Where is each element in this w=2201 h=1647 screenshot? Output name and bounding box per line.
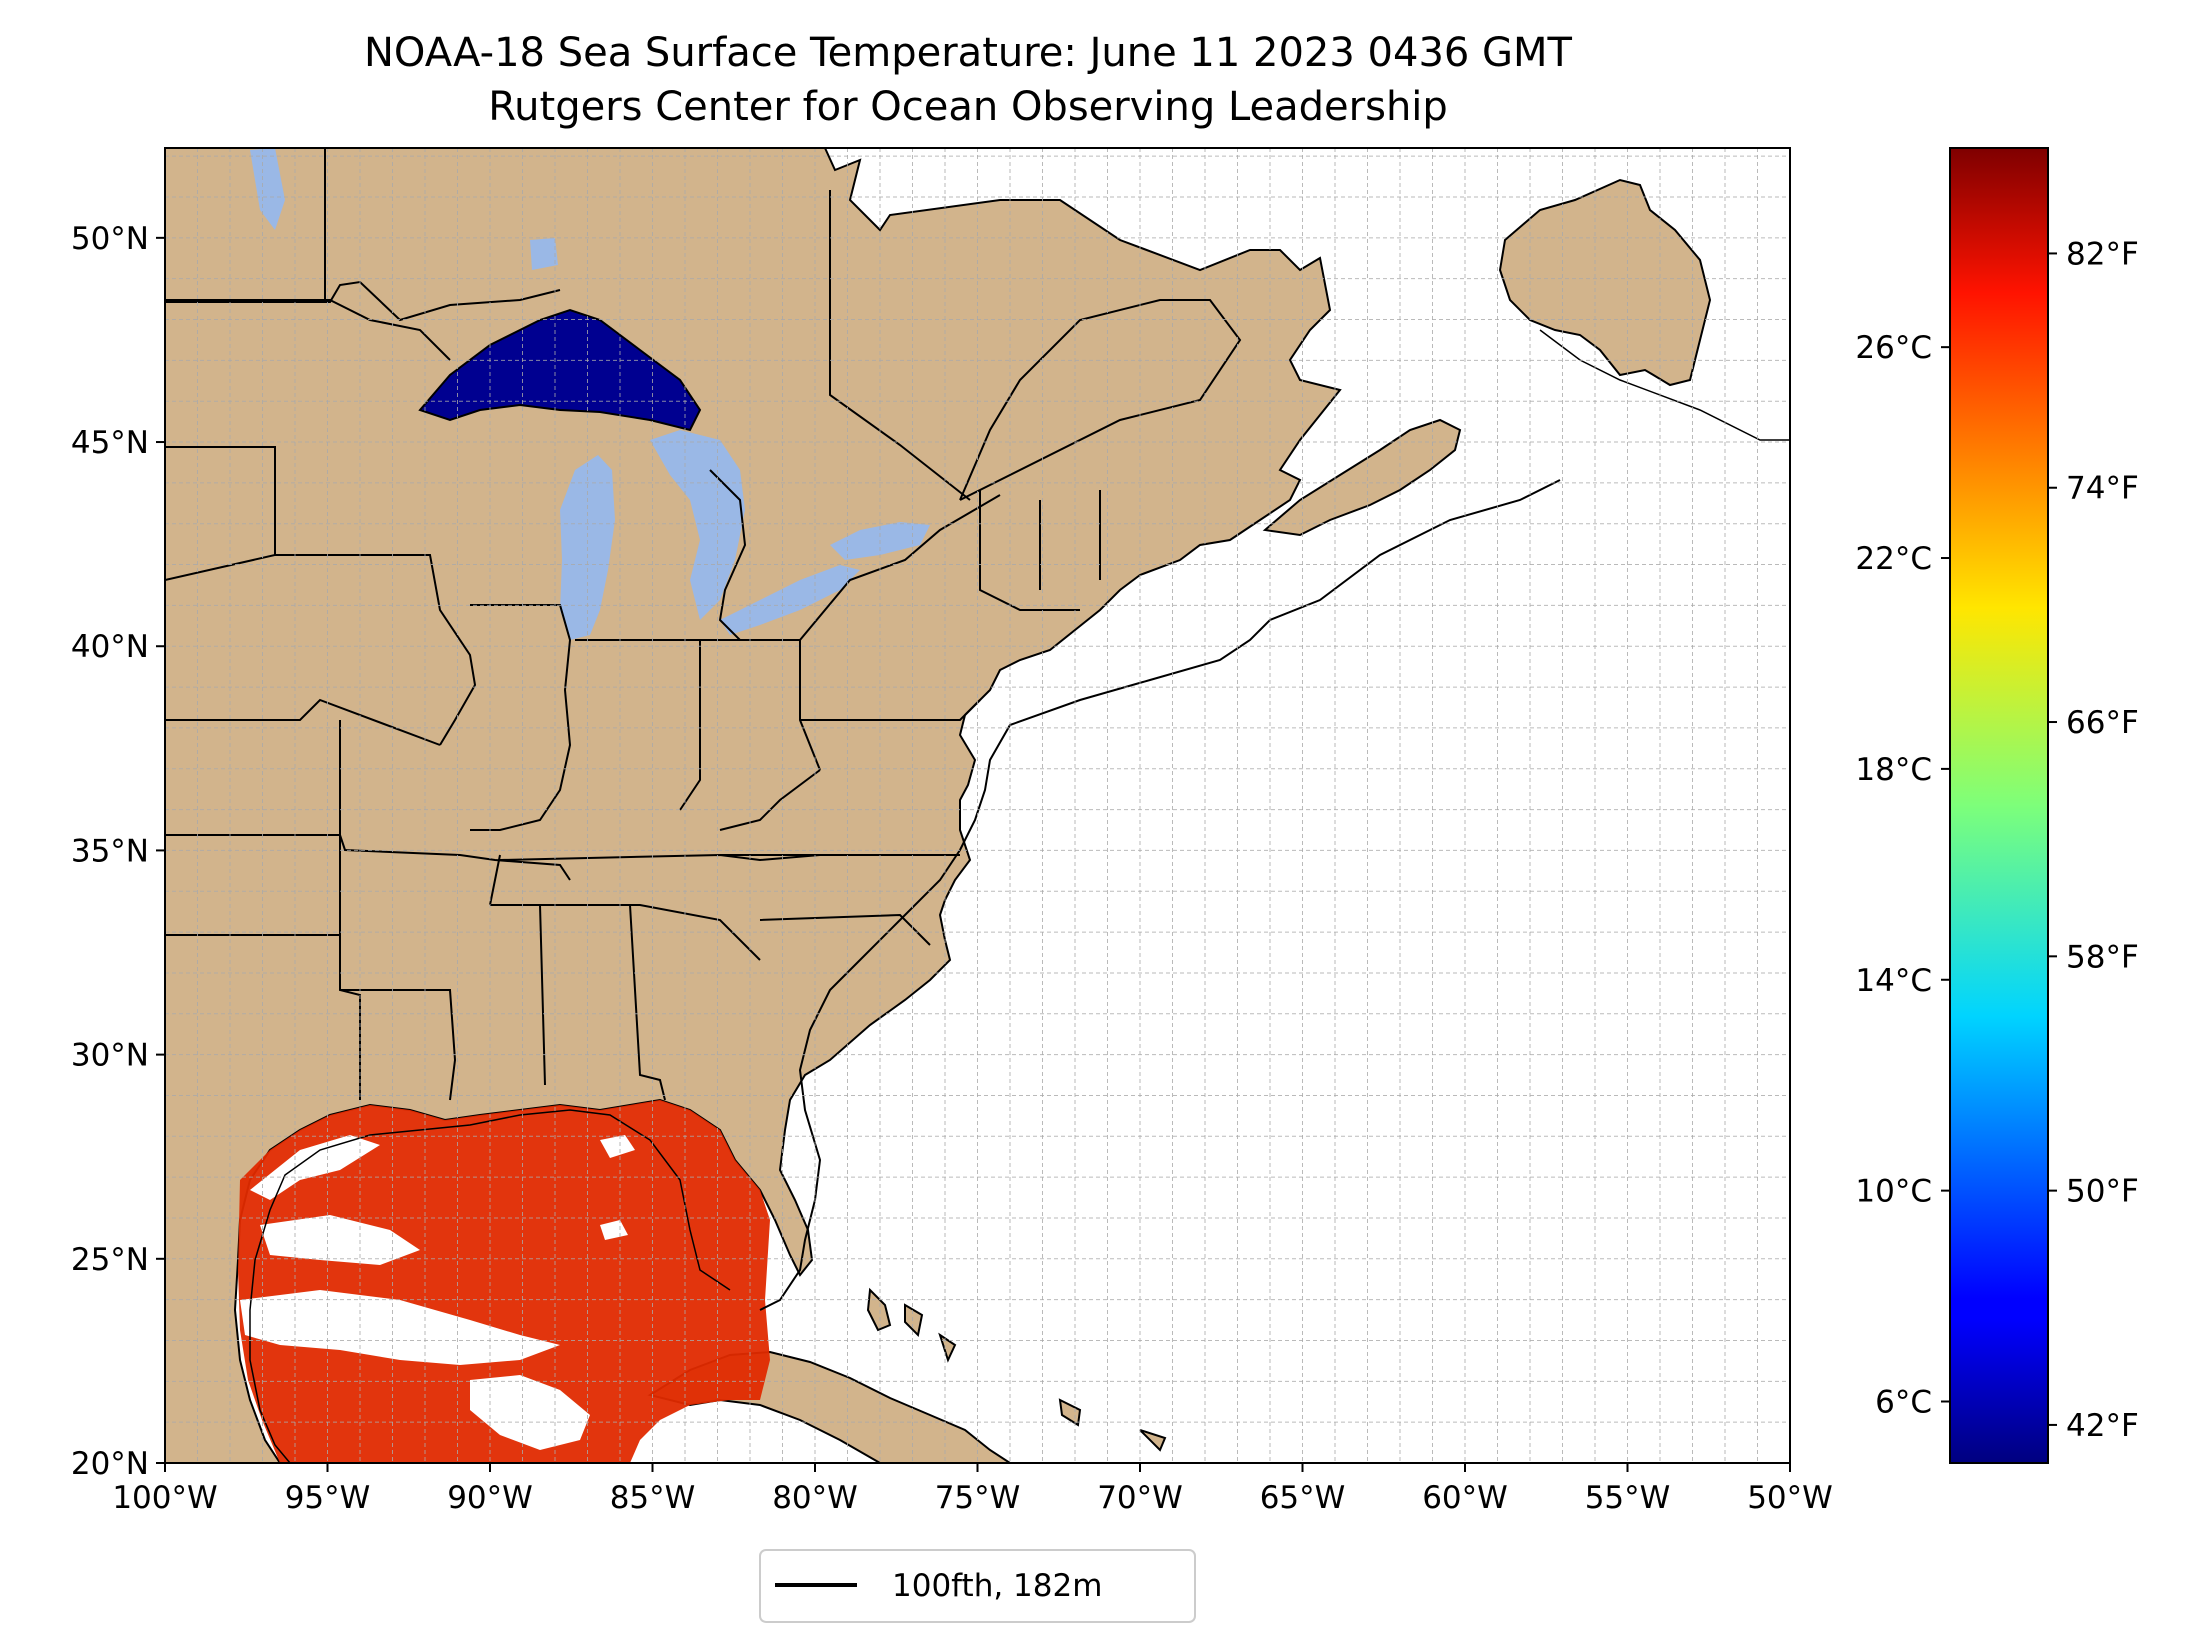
lake-winnipeg bbox=[250, 148, 285, 230]
border-line bbox=[275, 554, 477, 746]
cloud-mask bbox=[240, 1135, 635, 1450]
land-bahamas bbox=[866, 1287, 1167, 1452]
lat-tick-label: 45°N bbox=[71, 425, 149, 461]
border-line bbox=[165, 280, 561, 322]
lake-erie bbox=[720, 565, 860, 635]
isobath-100fth bbox=[249, 1109, 731, 1463]
border-line bbox=[470, 604, 572, 831]
border-line bbox=[709, 469, 1001, 641]
colorbar-f-label: 42°F bbox=[2066, 1408, 2139, 1444]
gridlines bbox=[165, 148, 1790, 1463]
cloud-patch bbox=[600, 1220, 628, 1240]
lat-tick-label: 30°N bbox=[71, 1038, 149, 1074]
lon-tick-label: 70°W bbox=[1097, 1480, 1183, 1516]
lat-tick-label: 50°N bbox=[71, 221, 149, 257]
colorbar-f-label: 74°F bbox=[2066, 471, 2139, 507]
colorbar-f-label: 58°F bbox=[2066, 939, 2139, 975]
colorbar-gradient bbox=[1949, 147, 2049, 1464]
colorbar-c-label: 26°C bbox=[1855, 330, 1932, 366]
gulf-sst bbox=[238, 1100, 770, 1463]
legend-box bbox=[759, 1549, 1196, 1623]
colorbar-c-label: 18°C bbox=[1855, 752, 1932, 788]
colorbar: 42°F 50°F 58°F 66°F 74°F 82°F 6°C 10°C 14°C 18°C 2… bbox=[1855, 147, 2139, 1464]
lon-tick-label: 85°W bbox=[610, 1480, 696, 1516]
border-line bbox=[490, 904, 761, 961]
border-line bbox=[165, 698, 441, 746]
border-line bbox=[829, 190, 971, 501]
cloud-patch bbox=[600, 1135, 635, 1158]
lake-huron bbox=[650, 430, 745, 620]
map-title: NOAA-18 Sea Surface Temperature: June 11… bbox=[364, 30, 1573, 76]
land-newfoundland bbox=[1498, 178, 1712, 387]
colorbar-f-label: 50°F bbox=[2066, 1174, 2139, 1210]
land-nova-scotia bbox=[1262, 418, 1462, 537]
colorbar-c-label: 22°C bbox=[1855, 541, 1932, 577]
lon-tick-label: 80°W bbox=[772, 1480, 858, 1516]
political-borders bbox=[165, 148, 1242, 1101]
legend-label: 100fth, 182m bbox=[892, 1568, 1102, 1604]
lon-tick-label: 90°W bbox=[447, 1480, 533, 1516]
isobath-100fth bbox=[759, 479, 1561, 1311]
cloud-patch bbox=[470, 1375, 590, 1450]
border-line bbox=[489, 853, 821, 906]
lat-tick-label: 40°N bbox=[71, 629, 149, 665]
border-line bbox=[575, 639, 701, 811]
axis-ticks: 100°W 95°W 90°W 85°W 80°W 75°W 70°W 65°W 60°W 55°… bbox=[71, 221, 1833, 1516]
lon-tick-label: 100°W bbox=[112, 1480, 217, 1516]
border-line bbox=[979, 490, 1080, 611]
lat-tick-label: 35°N bbox=[71, 833, 149, 869]
border-line bbox=[165, 446, 276, 581]
lon-tick-label: 75°W bbox=[935, 1480, 1021, 1516]
land-north-america bbox=[165, 148, 1342, 1463]
colorbar-f-label: 82°F bbox=[2066, 236, 2139, 272]
legend: 100fth, 182m bbox=[759, 1549, 1196, 1623]
colorbar-c-label: 10°C bbox=[1855, 1174, 1932, 1210]
colorbar-ticks: 42°F 50°F 58°F 66°F 74°F 82°F 6°C 10°C 14°C 18°C 2… bbox=[1855, 236, 2138, 1443]
lon-tick-label: 65°W bbox=[1260, 1480, 1346, 1516]
cloud-patch bbox=[260, 1215, 420, 1265]
lon-tick-label: 95°W bbox=[285, 1480, 371, 1516]
lon-tick-label: 55°W bbox=[1585, 1480, 1671, 1516]
colorbar-c-label: 14°C bbox=[1855, 963, 1932, 999]
border-line bbox=[800, 699, 981, 721]
border-line bbox=[340, 989, 457, 1101]
lat-tick-label: 25°N bbox=[71, 1242, 149, 1278]
lon-tick-label: 50°W bbox=[1747, 1480, 1833, 1516]
map-subtitle: Rutgers Center for Ocean Observing Leade… bbox=[488, 84, 1448, 130]
lon-tick-label: 60°W bbox=[1422, 1480, 1508, 1516]
lat-tick-label: 20°N bbox=[71, 1446, 149, 1482]
cloud-patch bbox=[250, 1135, 380, 1200]
border-line bbox=[959, 299, 1242, 501]
cloud-patch bbox=[240, 1290, 560, 1365]
lake-nipigon bbox=[530, 238, 558, 270]
colorbar-c-label: 6°C bbox=[1875, 1384, 1932, 1420]
border-line bbox=[759, 913, 931, 946]
colorbar-f-label: 66°F bbox=[2066, 705, 2139, 741]
